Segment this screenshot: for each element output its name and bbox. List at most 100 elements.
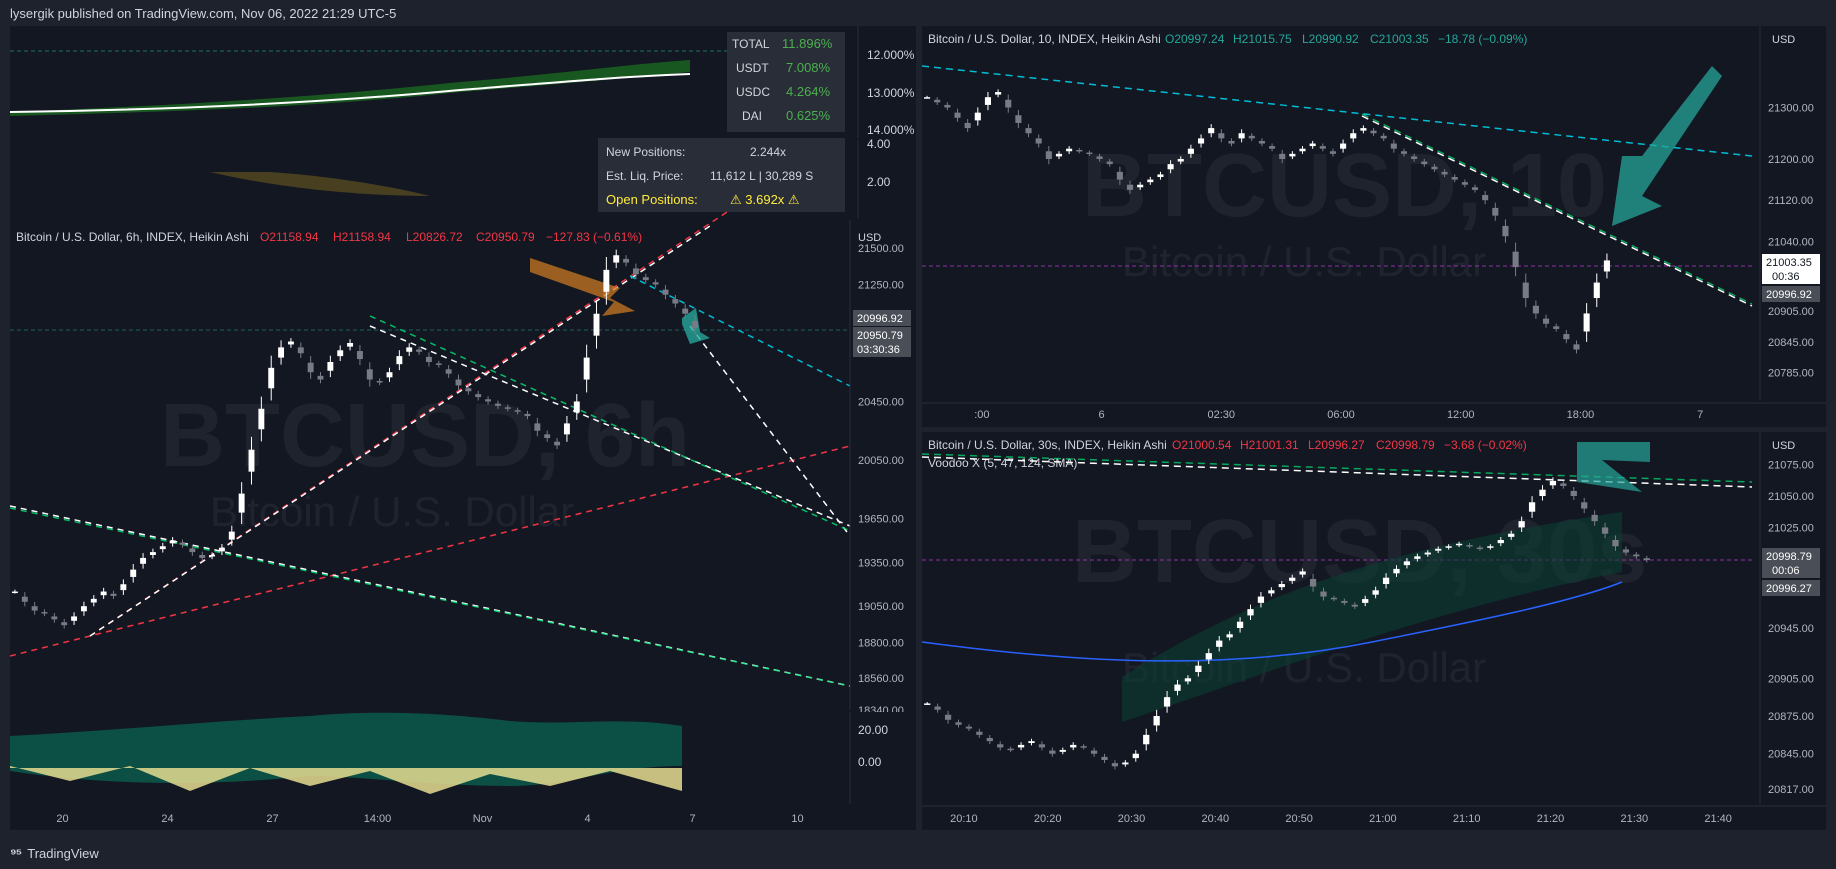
indicator-label: Voodoo X (5, 47, 124, SMA): [928, 456, 1077, 470]
candle-body: [1101, 756, 1108, 760]
candle-body: [1593, 282, 1600, 299]
candle-body: [1390, 143, 1397, 149]
y-tick-label: 21025.00: [1768, 522, 1814, 534]
candle-body: [1400, 151, 1408, 154]
y-tick-label: 21200.00: [1768, 154, 1814, 166]
price-tag-time: 00:06: [1772, 565, 1800, 577]
candle-body: [1195, 665, 1202, 672]
candle-body: [534, 423, 541, 431]
candle-body: [278, 347, 285, 358]
x-tick-label: 20:30: [1118, 813, 1146, 825]
candle-body: [416, 349, 423, 352]
watermark-name: Bitcoin / U.S. Dollar: [1122, 238, 1486, 285]
stablecoin-table: TOTAL 11.896% USDT 7.008% USDC 4.264% DA…: [727, 32, 845, 132]
osc-axis-label-2: 0.00: [858, 755, 882, 769]
trendline-green: [922, 453, 1753, 483]
legend-high: H21001.31: [1240, 438, 1299, 452]
price-tag-2: 20996.27: [1766, 583, 1812, 595]
candle-body: [1177, 158, 1184, 162]
chart-6h-svg[interactable]: 12.000% 13.000% 14.000% TOTAL 11.896% US…: [10, 26, 916, 830]
candle-body: [1403, 561, 1411, 566]
candle-body: [1643, 558, 1650, 561]
candle-body: [934, 99, 941, 103]
trendline-cyan: [629, 275, 851, 387]
currency-label: USD: [1772, 34, 1795, 46]
candle-body: [1603, 260, 1610, 272]
candle-body: [583, 357, 590, 380]
candle-body: [1080, 746, 1087, 748]
candle-body: [1370, 130, 1377, 134]
table-label-usdc: USDC: [736, 85, 770, 99]
candle-body: [337, 350, 344, 357]
candle-body: [199, 555, 206, 558]
watermark-name: Bitcoin / U.S. Dollar: [210, 488, 574, 535]
candle-body: [71, 616, 78, 621]
candle-body: [100, 591, 107, 596]
table-label-dai: DAI: [742, 109, 762, 123]
x-tick-label: 21:20: [1537, 813, 1565, 825]
chart-10m-svg[interactable]: BTCUSD, 10 Bitcoin / U.S. Dollar Bitcoin…: [922, 26, 1826, 427]
x-tick-label: 21:10: [1453, 813, 1481, 825]
x-tick-label: 4: [584, 813, 590, 825]
y-tick-label: 21050.00: [1768, 491, 1814, 503]
y-tick-label: 21250.00: [858, 279, 904, 291]
price-tag-2: 20950.79: [857, 330, 903, 342]
candle-body: [1299, 148, 1306, 152]
candle-body: [1289, 153, 1296, 157]
currency-label: USD: [1772, 440, 1795, 452]
candle-body: [955, 722, 962, 725]
table-value-usdt: 7.008%: [786, 60, 831, 75]
trendline-red-up: [89, 209, 731, 637]
candle-body: [1482, 195, 1489, 201]
oscillator-band: [10, 712, 682, 786]
price-axis-10m: 21300.0021200.0021120.0021040.0020965.00…: [1768, 102, 1814, 379]
y-tick-label: 21500.00: [858, 243, 904, 255]
candle-body: [1279, 153, 1286, 159]
candle-body: [1076, 149, 1083, 152]
candle-body: [1441, 171, 1448, 175]
candle-body: [965, 726, 973, 729]
table-value-total: 11.896%: [782, 36, 833, 51]
table-label-usdt: USDT: [736, 61, 769, 75]
candle-body: [1028, 741, 1035, 744]
candle-body: [1622, 549, 1630, 553]
y-tick-label: 20450.00: [858, 396, 904, 408]
tradingview-logo-icon: ⁹⁵: [10, 845, 22, 861]
candle-body: [1070, 744, 1077, 748]
candle-body: [1007, 748, 1014, 751]
candle-body: [110, 593, 117, 596]
candle-body: [1208, 128, 1215, 134]
y-tick-label: 18800.00: [858, 638, 904, 650]
candle-body: [1055, 153, 1063, 157]
x-tick-label: 21:00: [1369, 813, 1397, 825]
x-tick-label: 12:00: [1447, 409, 1475, 421]
candle-body: [1508, 533, 1515, 537]
trendline-green-low: [10, 507, 851, 687]
chart-10m-panel[interactable]: BTCUSD, 10 Bitcoin / U.S. Dollar Bitcoin…: [922, 26, 1826, 427]
chart-30s-panel[interactable]: BTCUSD, 30s Bitcoin / U.S. Dollar Bitcoi…: [922, 432, 1826, 830]
candle-body: [662, 289, 669, 295]
stable-axis-label-2: 13.000%: [867, 86, 915, 100]
y-tick-label: 21120.00: [1768, 195, 1813, 207]
candle-body: [1005, 99, 1012, 108]
stable-axis-label-1: 12.000%: [867, 48, 915, 62]
candle-body: [1247, 609, 1254, 616]
x-tick-label: 24: [161, 813, 173, 825]
candle-body: [1228, 140, 1235, 144]
chart-6h-panel[interactable]: 12.000% 13.000% 14.000% TOTAL 11.896% US…: [10, 26, 916, 830]
candle-body: [964, 122, 971, 129]
candle-body: [1532, 305, 1539, 314]
candle-body: [1341, 600, 1348, 603]
candle-body: [1015, 115, 1022, 123]
candle-body: [1455, 543, 1463, 546]
candle-body: [1268, 590, 1275, 594]
y-tick-label: 19050.00: [858, 601, 904, 613]
candle-body: [218, 547, 225, 552]
candle-body: [1187, 148, 1194, 154]
candle-body: [287, 341, 294, 345]
chart-30s-svg[interactable]: BTCUSD, 30s Bitcoin / U.S. Dollar Bitcoi…: [922, 432, 1826, 830]
time-axis-30s: 20:10 20:20 20:30 20:40 20:50 21:00 21:10 21:20…: [950, 813, 1732, 825]
y-tick-label: 20945.00: [1768, 623, 1814, 635]
trendline-green: [1361, 113, 1753, 305]
candle-body: [1236, 621, 1244, 628]
